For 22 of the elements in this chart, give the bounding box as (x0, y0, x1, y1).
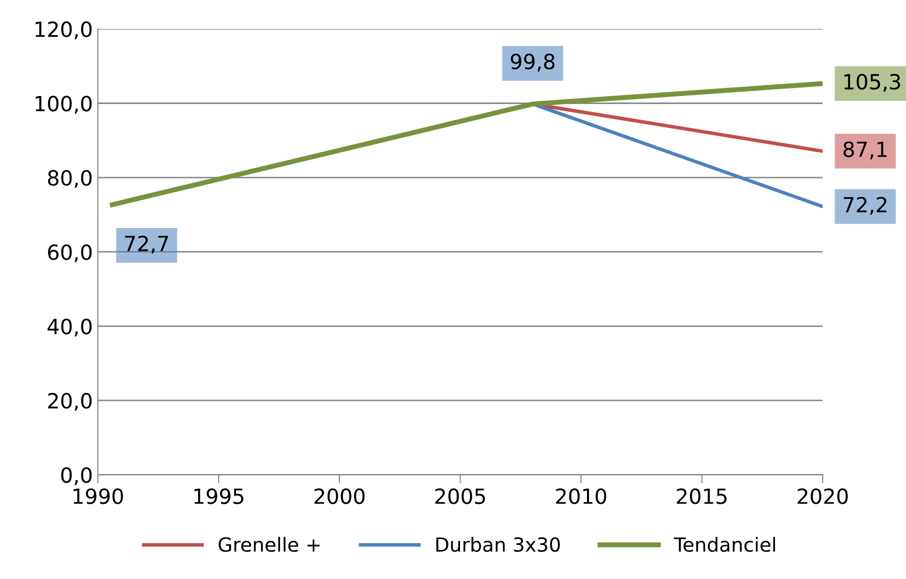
y-tick-label: 120,0 (36, 21, 92, 40)
legend-label: Durban 3x30 (436, 536, 560, 552)
x-tick-label: 2015 (676, 488, 727, 504)
x-tick-label: 1995 (194, 488, 244, 504)
y-tick-label: 40,0 (48, 318, 92, 337)
legend-label: Tendanciel (674, 536, 775, 552)
data-label: 72,7 (125, 236, 168, 254)
x-tick-label: 2020 (798, 488, 848, 504)
y-tick-label: 0,0 (61, 467, 92, 486)
y-tick-label: 60,0 (48, 244, 92, 262)
data-label: 72,2 (844, 196, 886, 215)
data-label: 105,3 (844, 74, 900, 92)
x-tick-label: 2000 (314, 488, 365, 504)
x-tick-label: 2005 (435, 488, 485, 504)
legend-label: Grenelle + (218, 536, 320, 552)
x-tick-label: 2010 (556, 488, 606, 504)
y-tick-label: 100,0 (36, 96, 92, 114)
y-tick-label: 20,0 (48, 392, 92, 411)
x-tick-label: 1990 (74, 488, 123, 504)
data-label: 87,1 (844, 141, 887, 160)
data-label: 99,8 (510, 54, 554, 72)
y-tick-label: 80,0 (48, 170, 92, 188)
